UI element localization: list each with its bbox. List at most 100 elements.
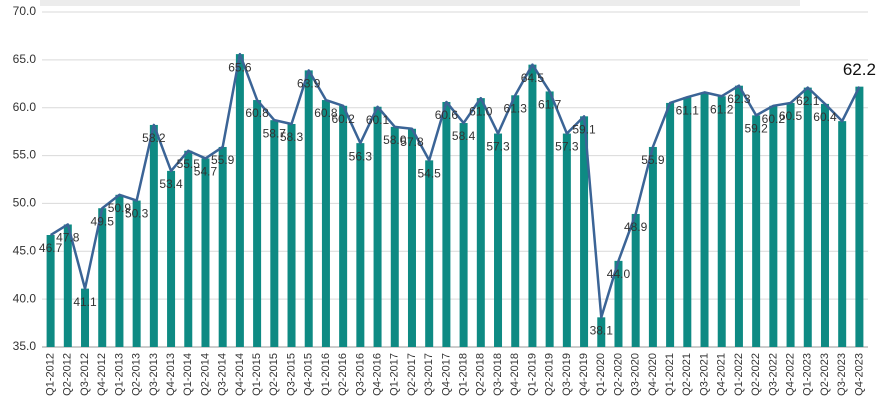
x-tick-label: Q2-2020 [612,353,624,396]
x-tick-label: Q2-2014 [199,353,211,396]
bar [631,213,640,347]
y-tick-label: 35.0 [13,339,37,353]
data-label: 50.9 [108,201,132,215]
x-tick-label: Q1-2019 [526,353,538,396]
data-label: 63.9 [297,77,321,91]
bar [562,133,571,347]
x-tick-label: Q1-2016 [320,353,332,396]
x-tick-label: Q4-2020 [647,353,659,396]
data-label: 62.3 [727,92,751,106]
data-label: 57.8 [400,135,424,149]
bar [81,288,90,347]
data-label: 55.5 [177,157,201,171]
bar [476,98,485,348]
x-tick-label: Q2-2023 [819,353,831,396]
x-tick-label: Q3-2023 [836,353,848,396]
data-label: 48.9 [624,220,648,234]
data-label: 57.3 [486,140,510,154]
bar [459,123,468,348]
bar [442,101,451,347]
data-label: 59.1 [572,123,596,137]
bar [46,235,55,347]
data-label: 44.0 [607,267,631,281]
x-tick-label: Q2-2021 [681,353,693,396]
data-label: 50.3 [125,207,149,221]
x-tick-label: Q1-2012 [45,353,57,396]
x-tick-label: Q2-2017 [406,353,418,396]
data-label: 58.0 [383,133,407,147]
data-label: 55.9 [641,153,665,167]
x-tick-label: Q4-2016 [371,353,383,396]
data-label: 60.8 [314,106,338,120]
x-tick-label: Q4-2013 [165,353,177,396]
data-label: 61.3 [504,101,528,115]
x-tick-label: Q3-2014 [217,353,229,396]
y-tick-label: 70.0 [13,4,37,18]
bar [167,170,176,347]
data-label: 47.8 [56,231,80,245]
bar [235,54,244,347]
data-label: 55.9 [211,153,235,167]
x-tick-label: Q4-2017 [440,353,452,396]
bar [717,96,726,347]
bar [700,92,709,348]
data-label: 59.2 [744,122,768,136]
data-label: 62.2 [843,60,876,79]
x-tick-label: Q1-2014 [182,353,194,396]
y-tick-label: 60.0 [13,100,37,114]
bar [855,86,864,348]
data-label: 58.3 [280,130,304,144]
data-label: 61.7 [538,98,562,112]
bar [132,200,141,347]
bar [838,121,847,347]
bar [597,317,606,347]
bar [803,87,812,347]
data-label: 60.4 [813,110,837,124]
x-tick-label: Q1-2020 [595,353,607,396]
data-label: 57.3 [555,140,579,154]
bar [356,143,365,347]
x-tick-label: Q3-2018 [492,353,504,396]
x-tick-label: Q1-2023 [802,353,814,396]
bar [253,100,262,347]
x-tick-label: Q2-2012 [62,353,74,396]
bar [820,103,829,347]
bar [218,146,227,347]
bar [734,85,743,347]
bar [115,194,124,347]
data-label: 61.0 [469,104,493,118]
x-tick-label: Q3-2020 [630,353,642,396]
x-tick-label: Q3-2016 [354,353,366,396]
x-tick-label: Q3-2013 [148,353,160,396]
x-tick-label: Q1-2017 [389,353,401,396]
bar [407,128,416,347]
data-label: 54.7 [194,165,218,179]
data-label: 64.5 [521,71,545,85]
y-tick-label: 40.0 [13,291,37,305]
data-label: 65.6 [228,60,252,74]
data-label: 58.7 [263,126,287,140]
data-label: 58.2 [142,131,166,145]
bar [339,105,348,347]
x-tick-label: Q2-2022 [750,353,762,396]
x-tick-label: Q4-2023 [853,353,865,396]
bar [63,224,72,347]
bar [287,123,296,347]
x-tick-label: Q1-2018 [458,353,470,396]
bar [614,260,623,347]
data-label: 62.1 [796,94,820,108]
bar [545,91,554,347]
x-tick-label: Q4-2018 [509,353,521,396]
x-tick-label: Q4-2022 [784,353,796,396]
y-tick-label: 55.0 [13,148,37,162]
x-tick-label: Q4-2021 [716,353,728,396]
bar [149,124,158,347]
x-tick-label: Q3-2012 [79,353,91,396]
x-tick-label: Q3-2017 [423,353,435,396]
data-label: 49.5 [91,214,115,228]
x-tick-label: Q1-2013 [113,353,125,396]
bar [390,126,399,347]
x-tick-label: Q3-2019 [561,353,573,396]
bar [321,100,330,347]
x-tick-label: Q1-2021 [664,353,676,396]
